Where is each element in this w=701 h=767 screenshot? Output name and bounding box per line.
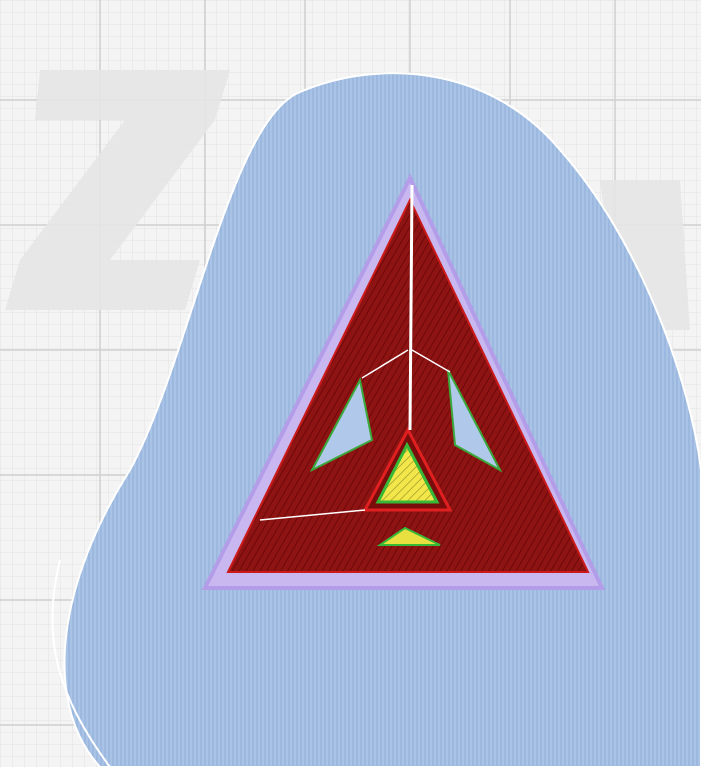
bottom-infill: [376, 526, 441, 546]
right-opening: [447, 369, 503, 473]
skirt: [51, 559, 111, 767]
seam-line: [408, 184, 414, 431]
left-opening: [309, 377, 374, 473]
edge-line: [411, 349, 451, 373]
top-infill: [375, 441, 440, 504]
edge-line: [361, 349, 409, 379]
edge-line: [259, 509, 366, 521]
model-base: [226, 197, 590, 573]
